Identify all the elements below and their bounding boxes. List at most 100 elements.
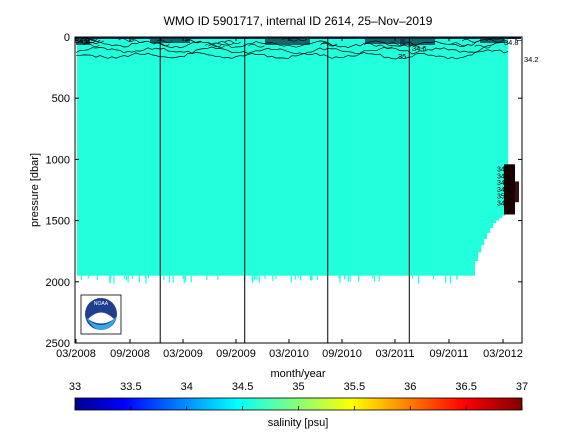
surface-blob (480, 38, 505, 43)
contour-wiggle (84, 38, 101, 42)
x-axis: 03/2008 09/2008 03/2009 09/2009 03/2010 09/20… (56, 37, 523, 360)
profile-tail (96, 275, 99, 281)
profile-tail (185, 275, 187, 283)
deep-profile-column (490, 37, 494, 228)
profile-tail (373, 275, 376, 282)
vertical-lines (159, 37, 410, 343)
surface-blob (365, 38, 405, 44)
profile-tail (169, 275, 171, 283)
deep-profile-column (478, 37, 482, 253)
colorbar-tick-label: 35 (292, 381, 304, 393)
contour-wiggle (224, 40, 241, 44)
x-tick-label: 03/2008 (56, 348, 96, 360)
profile-tail (309, 275, 312, 281)
contour-wiggle (129, 39, 146, 43)
contour-wiggle (118, 38, 135, 42)
profile-tail (358, 275, 360, 282)
contour-wiggle (153, 42, 170, 47)
profile-tail (338, 275, 340, 279)
profile-tail (127, 275, 129, 283)
contour-label: 34.6 (412, 44, 427, 53)
profile-tail (131, 275, 134, 280)
profile-tail (449, 275, 452, 284)
profile-tail (254, 275, 256, 280)
deep-profile-column (499, 37, 503, 219)
x-tick-label: 03/2012 (483, 348, 523, 360)
deep-cluster-label: 35 (497, 194, 505, 201)
contour-label: 34.8 (504, 38, 519, 47)
profile-tail (417, 275, 420, 284)
colorbar-tick-label: 33 (69, 381, 81, 393)
profile-tail (258, 275, 260, 283)
contour-wiggle (388, 42, 405, 46)
profile-tail (123, 275, 125, 280)
contour-wiggle (320, 42, 337, 47)
contour-wiggle (364, 42, 381, 47)
profile-tail (294, 275, 296, 280)
contour-wiggle (321, 42, 338, 46)
contour-wiggle (83, 43, 100, 47)
contour-wiggle (462, 39, 479, 43)
deep-profile-column (502, 37, 506, 216)
profile-tail (264, 275, 266, 280)
profile-tail (299, 275, 302, 281)
contour-label: 34.8 (75, 36, 90, 45)
profile-tail (310, 275, 312, 281)
y-tick-label: 0 (64, 32, 70, 44)
colorbar-tick-label: 35.5 (344, 381, 365, 393)
profile-tail (182, 275, 184, 280)
contour-labels: 34.8 34.6 35 34.2 34.8 (75, 36, 539, 64)
profile-tail (125, 275, 128, 281)
profile-tail (275, 275, 277, 280)
profile-tail (113, 275, 115, 284)
deep-cluster-edge (515, 181, 519, 203)
profile-tail (109, 275, 111, 284)
deep-cluster-label: 34.2 (497, 167, 511, 174)
profile-tail (272, 275, 274, 282)
contour-wiggle (185, 39, 202, 44)
profile-tail (411, 275, 414, 279)
profile-tail (311, 275, 313, 281)
profile-tail (183, 275, 185, 284)
x-tick-label: 03/2009 (163, 348, 203, 360)
y-axis-label: pressure [dbar] (29, 153, 41, 227)
noaa-logo-text: NOAA (94, 301, 109, 307)
colorbar-tick-label: 34.5 (232, 381, 253, 393)
colorbar-tick-label: 34 (181, 381, 193, 393)
deep-profile-column (481, 37, 485, 246)
contour-wiggle (409, 44, 426, 49)
y-tick-label: 500 (52, 93, 70, 105)
profile-tail (456, 275, 458, 280)
profile-tail (290, 275, 292, 283)
profile-tail (217, 275, 219, 280)
profile-tail (347, 275, 349, 282)
x-tick-label: 03/2011 (376, 348, 415, 360)
noaa-logo-icon: NOAA (80, 294, 122, 335)
contour-line (75, 41, 509, 55)
contour-wiggle (78, 39, 95, 44)
contour-label: 35 (398, 52, 406, 61)
profile-tail (256, 275, 258, 281)
profile-tail (378, 275, 380, 282)
profile-tail (172, 275, 174, 283)
colorbar-tick-label: 33.5 (120, 381, 141, 393)
x-tick-label: 09/2011 (430, 348, 469, 360)
profile-tail (206, 275, 208, 280)
surface-blob (400, 39, 435, 45)
profile-tail (144, 275, 146, 278)
contour-wiggle (290, 37, 307, 42)
contour-wiggle (485, 39, 503, 43)
profile-tail (432, 275, 435, 280)
contour-wiggle (208, 44, 225, 48)
x-tick-label: 09/2009 (216, 348, 256, 360)
contour-wiggle (404, 41, 421, 46)
surface-layer (76, 37, 521, 45)
deep-cluster-label: 34.9 (497, 200, 511, 207)
x-axis-label: month/year (270, 368, 325, 380)
surface-blob (150, 38, 190, 43)
contour-wiggle (474, 44, 491, 49)
colorbar-axis: 33 33.5 34 34.5 35 35.5 36 36.5 37 (69, 381, 528, 410)
